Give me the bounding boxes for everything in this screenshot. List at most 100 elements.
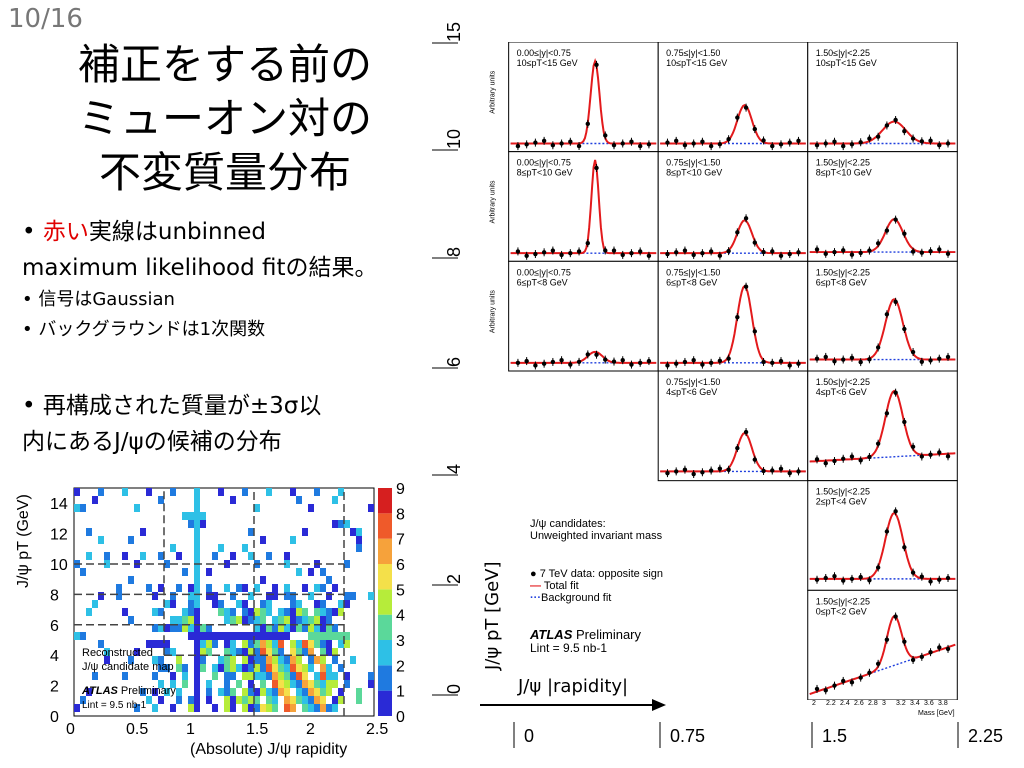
heatmap-y-tick: 0 <box>50 709 59 726</box>
data-point <box>849 576 855 582</box>
heatmap-cell <box>302 664 308 672</box>
mass-tick-label: 2.8 <box>868 700 878 707</box>
heatmap-cell <box>290 664 296 672</box>
heatmap-cell <box>224 664 230 672</box>
heatmap-cell <box>332 648 338 656</box>
heatmap-cell <box>260 680 266 688</box>
data-point <box>620 252 625 258</box>
heatmap-cell <box>326 704 332 712</box>
heatmap-cell <box>296 672 302 680</box>
data-point <box>787 363 792 368</box>
heatmap-cell <box>140 688 146 696</box>
data-point <box>849 454 855 459</box>
data-point <box>726 467 731 472</box>
heatmap-cell <box>176 584 182 592</box>
heatmap-cell <box>272 584 278 592</box>
heatmap-cell <box>140 552 146 560</box>
heatmap-cell <box>194 576 200 584</box>
data-point <box>787 251 792 257</box>
data-point <box>937 356 942 361</box>
slide-number: 10/16 <box>8 4 83 34</box>
data-point <box>814 356 820 361</box>
colorbar-tick: 2 <box>396 658 405 675</box>
data-point <box>726 356 731 361</box>
heatmap-cell <box>314 584 320 592</box>
data-point <box>743 284 749 289</box>
heatmap-cell <box>230 672 236 680</box>
heatmap-cell <box>170 672 176 680</box>
sub-bullet-signal: • 信号はGaussian <box>22 289 175 310</box>
heatmap-x-tick: 0.5 <box>126 721 148 738</box>
data-point <box>550 143 556 148</box>
heatmap-cell <box>182 624 188 632</box>
heatmap-cell <box>284 616 290 624</box>
heatmap-cell <box>212 640 218 648</box>
data-point <box>559 357 564 363</box>
heatmap-cell <box>230 592 236 600</box>
heatmap-cell <box>302 528 308 536</box>
heatmap-cell <box>266 656 272 664</box>
heatmap-cell <box>194 664 200 672</box>
heatmap-cell <box>326 624 332 632</box>
pt-tick-label: 6 <box>444 357 464 367</box>
data-point <box>646 253 652 258</box>
heatmap-cell <box>260 616 266 624</box>
data-point <box>752 329 757 334</box>
heatmap-cell <box>122 672 128 680</box>
data-point <box>524 253 529 258</box>
data-point <box>884 411 890 416</box>
data-point <box>902 419 907 425</box>
data-point <box>867 248 872 253</box>
panel-rapidity-label: 1.50≤|y|<2.25 <box>816 48 870 58</box>
data-point <box>841 456 846 461</box>
panel-pt-label: 6≤pT<8 GeV <box>666 277 717 287</box>
heatmap-cell <box>116 584 122 592</box>
heatmap-cell <box>158 624 164 632</box>
heatmap-cell <box>152 688 158 696</box>
heatmap-cell <box>236 680 242 688</box>
data-point <box>691 471 696 477</box>
heatmap-cell <box>176 616 182 624</box>
heatmap-cell <box>320 600 326 608</box>
heatmap-cell <box>188 696 194 704</box>
data-point <box>682 248 688 253</box>
heatmap-cell <box>230 704 236 712</box>
legend-background: ···Background fit <box>530 592 612 604</box>
heatmap-cell <box>332 496 338 504</box>
data-point <box>893 390 898 395</box>
data-point <box>849 252 855 257</box>
heatmap-cell <box>194 496 200 504</box>
heatmap-cell <box>344 640 350 648</box>
data-point <box>919 359 925 364</box>
data-point <box>541 250 547 255</box>
data-point <box>559 141 564 146</box>
heatmap-cell <box>284 656 290 664</box>
title-line-1: 補正をする前の <box>77 40 372 89</box>
heatmap-cell <box>248 552 254 560</box>
heatmap-cell <box>326 576 332 584</box>
heatmap-cell <box>254 632 260 640</box>
data-point <box>893 299 898 304</box>
heatmap-cell <box>290 680 296 688</box>
heatmap-cell <box>170 704 176 712</box>
heatmap-cell <box>218 600 224 608</box>
mass-tick-label: 2.4 <box>840 700 850 707</box>
heatmap-cell <box>86 688 92 696</box>
heatmap-cell <box>314 616 320 624</box>
data-point <box>674 361 679 366</box>
heatmap-cell <box>278 672 284 680</box>
panel-frame <box>807 370 958 482</box>
mass-tick-label: 3.2 <box>896 700 906 707</box>
heatmap-cell <box>194 520 200 528</box>
data-point <box>902 639 907 644</box>
legend-header-2: Unweighted invariant mass <box>530 530 663 542</box>
heatmap-cell <box>194 608 200 616</box>
colorbar-segment <box>378 665 392 691</box>
heatmap-cell <box>260 600 266 608</box>
heatmap-cell <box>332 584 338 592</box>
heatmap-cell <box>230 656 236 664</box>
data-point <box>568 250 573 256</box>
data-point <box>867 670 872 675</box>
legend-bkg-text: Background fit <box>541 592 612 604</box>
heatmap-cell <box>308 680 314 688</box>
